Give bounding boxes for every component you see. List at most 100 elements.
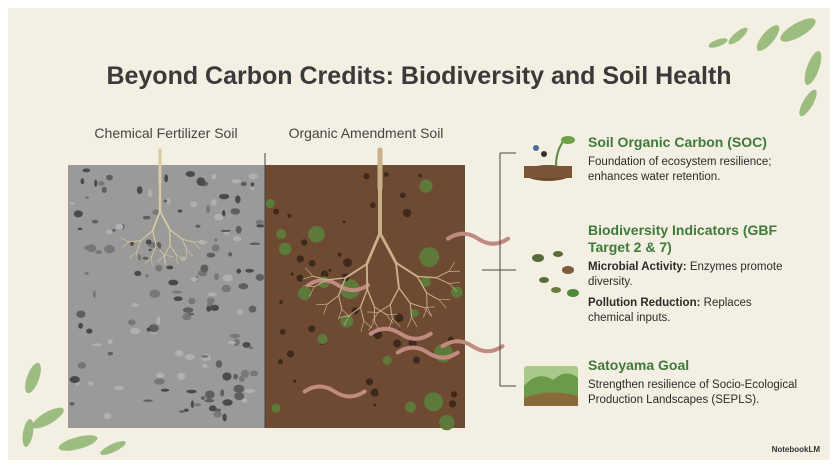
pebble [102,187,107,193]
pebble [195,225,200,228]
pebble [366,378,373,385]
pebble [81,178,85,184]
pebble [206,253,215,258]
pebble [143,399,152,401]
info-item: Satoyama Goal Strengthen resilience of S… [588,357,803,414]
pebble [343,220,346,223]
root [367,264,368,289]
pebble [174,296,183,301]
point-label: Pollution Reduction: [588,297,700,309]
pebble [74,210,83,217]
pebble [232,179,241,183]
pebble [178,209,183,212]
pebble [147,328,150,332]
pebble [230,208,240,214]
pebble [228,341,236,345]
pebble [238,283,248,289]
pebble [250,371,258,377]
pebble [95,250,102,254]
point-label: Microbial Activity: [588,261,687,273]
pebble [161,389,169,392]
pebble [85,196,89,198]
pebble [186,171,195,177]
pebble [146,240,152,245]
pebble [405,402,416,413]
panel-label: Organic Amendment Soil [266,125,466,141]
pebble [249,173,258,179]
pebble [149,324,159,332]
pebble [249,306,257,313]
pebble [156,317,160,325]
info-item: Biodiversity Indicators (GBF Target 2 & … [588,222,788,332]
pebble [371,389,379,397]
pebble [94,180,97,187]
pebble [363,173,369,179]
pebble [266,199,275,208]
pebble [185,354,195,360]
pebble [308,325,315,332]
pebble [207,297,215,304]
pebble [145,274,148,278]
satoyama-icon [524,366,578,406]
pebble [223,274,233,281]
pebble [216,360,222,368]
pebble [205,390,215,398]
pebble [250,187,254,190]
pebble [115,224,123,230]
pebble [413,356,420,363]
pebble [222,399,232,405]
pebble [439,415,454,430]
pebble [279,300,283,304]
pebble [88,381,93,385]
pebble [156,373,165,378]
pebble [234,392,244,400]
pebble [235,195,240,203]
pebble [239,376,245,382]
pebble [212,245,220,252]
pebble [249,346,253,349]
pebble [114,386,124,390]
pebble [92,343,102,346]
pebble [142,257,148,260]
pebble [76,310,85,317]
info-item: Soil Organic Carbon (SOC) Foundation of … [588,134,803,191]
pebble [177,372,185,380]
pebble [338,253,342,257]
pebble [214,238,217,242]
pebble [328,269,331,272]
pebble [287,214,291,218]
panel-label: Chemical Fertilizer Soil [66,125,266,141]
pebble [308,226,325,243]
pebble [131,303,139,307]
watermark: NotebookLM [772,445,820,454]
pebble [256,274,264,281]
pebble [228,252,232,256]
pebble [108,339,113,344]
pebble [197,177,206,185]
pebble [309,260,316,267]
pebble [211,174,216,180]
pebble [188,298,195,305]
pebble [451,287,462,298]
pebble [287,351,294,358]
pebble [98,181,105,186]
pebble [251,182,255,186]
pebble [279,243,291,255]
item-point: Microbial Activity: Enzymes promote dive… [588,260,788,290]
pebble [190,202,197,208]
pebble [78,323,83,329]
pebble [164,174,168,182]
pebble [184,409,189,412]
pebble [343,258,352,267]
pebble [249,242,260,245]
pebble [84,245,92,250]
pebble [233,236,241,241]
pebble [241,182,247,186]
pebble [86,329,92,334]
pebble [419,247,439,267]
pebble [419,179,432,192]
pebble [214,214,223,220]
pebble [168,280,178,286]
pebble [92,220,98,224]
item-point: Pollution Reduction: Replaces chemical i… [588,296,788,326]
